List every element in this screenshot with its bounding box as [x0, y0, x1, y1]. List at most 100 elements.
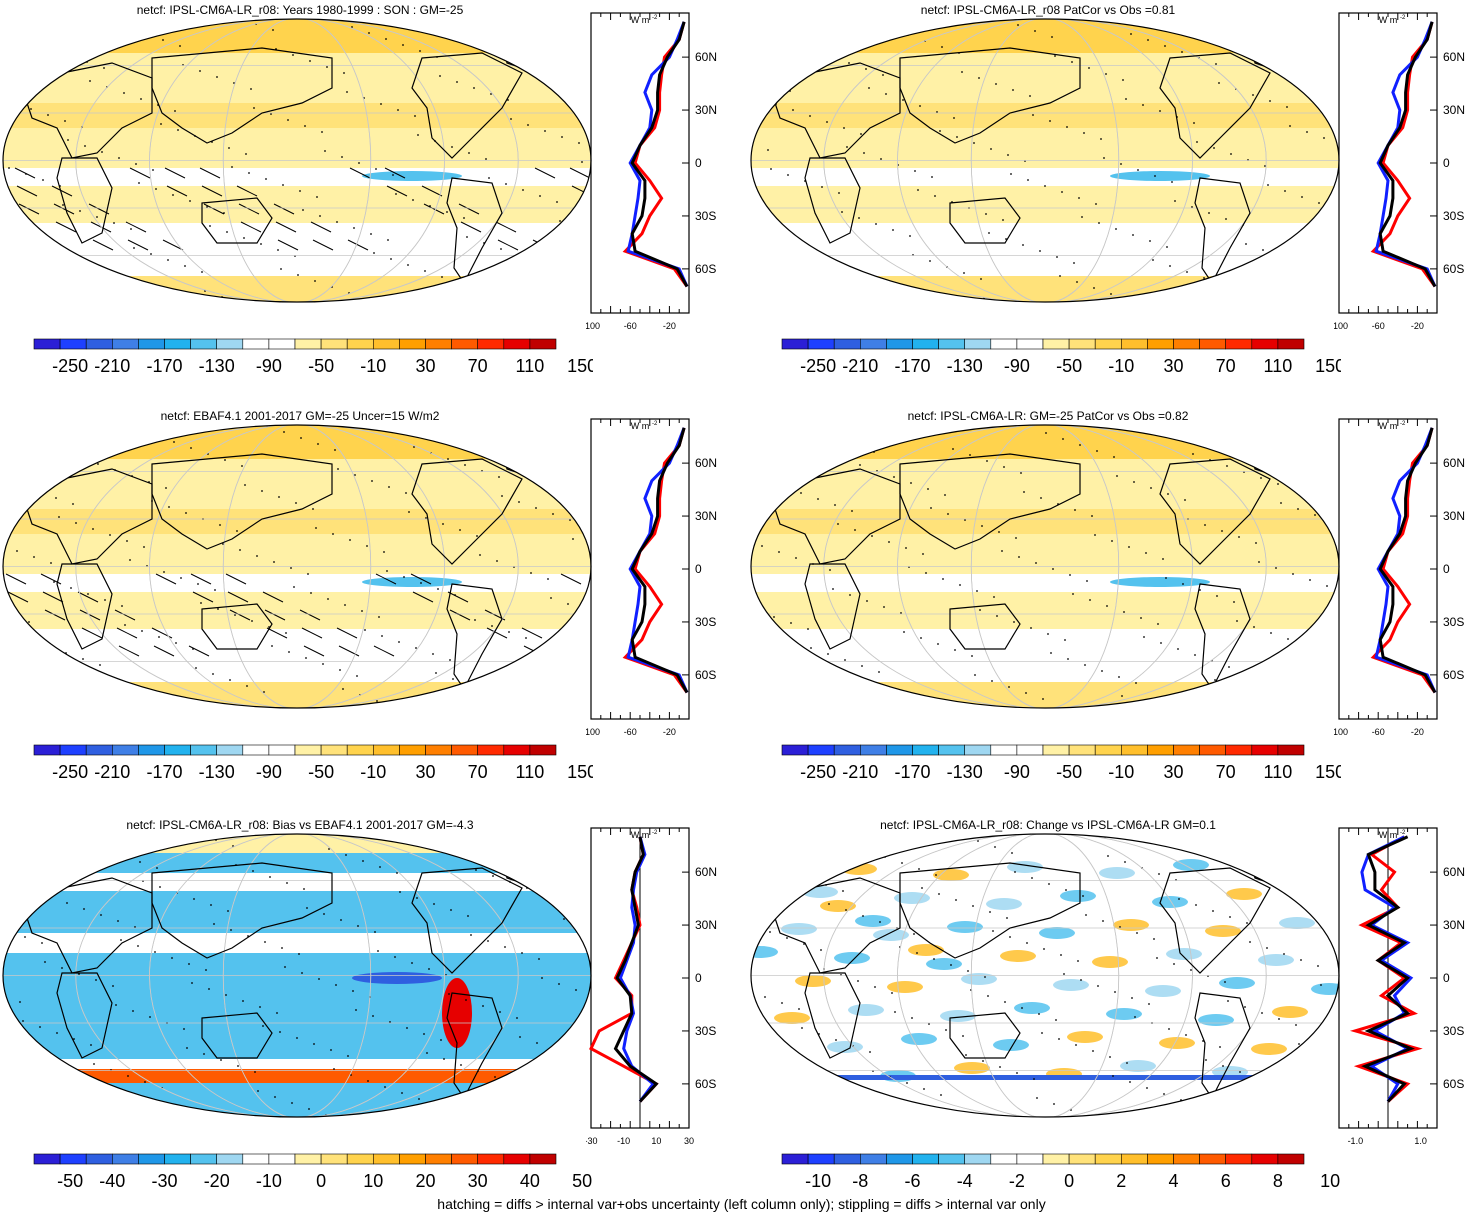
profile-xlabel: -20 — [663, 321, 676, 331]
map-stipple — [278, 496, 280, 498]
map-stipple — [501, 495, 503, 497]
map-stipple — [239, 549, 241, 551]
map-stipple — [923, 1088, 925, 1090]
map-stipple — [461, 301, 463, 302]
map-stipple — [537, 279, 539, 281]
map-hatch — [166, 185, 188, 197]
map-stipple — [496, 560, 498, 562]
map-stipple — [536, 1042, 538, 1044]
map-stipple — [1267, 184, 1269, 186]
map-stipple — [380, 103, 382, 105]
map-stipple — [1000, 19, 1002, 20]
colorbar-box — [399, 744, 426, 756]
map-stipple — [1283, 953, 1285, 955]
map-stipple — [450, 909, 452, 911]
map-stipple — [41, 942, 43, 944]
colorbar-box — [1120, 1153, 1148, 1165]
map-stipple — [500, 248, 502, 250]
map-stipple — [55, 497, 57, 499]
map-stipple — [184, 265, 186, 267]
colorbar-box — [138, 1153, 165, 1165]
map-blob — [894, 892, 930, 904]
map-blob — [751, 857, 785, 869]
map-blob — [1279, 917, 1315, 929]
map-band-southern — [3, 223, 591, 278]
map-stipple — [988, 232, 990, 234]
map-stipple — [1115, 228, 1117, 230]
map-hatch — [125, 221, 147, 233]
colorbar-box — [1094, 338, 1122, 350]
colorbar-box — [477, 338, 505, 350]
map-stipple — [1131, 997, 1133, 999]
map-stipple — [544, 130, 546, 132]
colorbar-box — [964, 1153, 992, 1165]
map-stipple — [270, 113, 272, 115]
map-stipple — [1270, 632, 1272, 634]
map-stipple — [828, 903, 830, 905]
map-stipple — [70, 587, 72, 589]
map-stipple — [1324, 669, 1326, 671]
map-blob — [1159, 1037, 1195, 1049]
map-hatch — [188, 645, 210, 657]
footer-note: hatching = diffs > internal var+obs unce… — [437, 1196, 1046, 1212]
colorbar-box — [529, 744, 557, 756]
map-stipple — [575, 989, 577, 991]
map-stipple — [1234, 851, 1236, 853]
map-stipple — [135, 163, 137, 165]
map-stipple — [1319, 449, 1321, 451]
map-stipple — [463, 217, 465, 219]
map-stipple — [530, 572, 532, 574]
map-stipple — [1309, 579, 1311, 581]
map-stipple — [1121, 695, 1123, 697]
map-stipple — [223, 212, 225, 214]
map-stipple — [928, 1023, 930, 1025]
map-stipple — [259, 1006, 261, 1008]
map-stipple — [57, 269, 59, 271]
map-stipple — [225, 994, 227, 996]
map-stipple — [909, 235, 911, 237]
map-hatch — [534, 167, 556, 179]
map-stipple — [306, 907, 308, 909]
map-coastline — [56, 972, 113, 1059]
colorbar-label: 50 — [572, 1171, 592, 1191]
map-stipple — [805, 427, 807, 429]
map-stipple — [304, 125, 306, 127]
map-stipple — [53, 581, 55, 583]
colorbar-box — [990, 1153, 1018, 1165]
map-hatch — [229, 609, 251, 621]
colorbar-box — [833, 744, 861, 756]
profile-ylabel: 0 — [695, 156, 702, 170]
profile-ylabel: 60S — [695, 262, 716, 276]
map-meridian — [149, 19, 445, 302]
map-stipple — [780, 467, 782, 469]
map-stipple — [1152, 259, 1154, 261]
map-stipple — [868, 87, 870, 89]
map-stipple — [290, 567, 292, 569]
map-stipple — [817, 498, 819, 500]
map-meridian — [222, 425, 372, 708]
map-stipple — [1149, 240, 1151, 242]
colorbar-box — [346, 744, 374, 756]
map-stipple — [309, 60, 311, 62]
map-coastline — [899, 862, 1081, 959]
colorbar-box — [320, 1153, 348, 1165]
map-stipple — [97, 463, 99, 465]
colorbar-box — [268, 338, 296, 350]
map-stipple — [1189, 434, 1191, 436]
map-stipple — [299, 190, 301, 192]
map-stipple — [1010, 173, 1012, 175]
map-stipple — [356, 675, 358, 677]
map-blob — [1272, 1006, 1308, 1018]
map-stipple — [1245, 243, 1247, 245]
zonal-profile: W m-2 60N 30N 0 30S 60S -100 -60 -20 — [1334, 12, 1465, 331]
colorbar: -250 -210 -170 -130 -90 -50 -10 30 70 110 150 — [781, 338, 1341, 376]
colorbar-box — [85, 1153, 113, 1165]
map-stipple — [992, 930, 994, 932]
colorbar-label: 70 — [468, 356, 488, 376]
map-stipple — [340, 919, 342, 921]
map-stipple — [1218, 82, 1220, 84]
map-stipple — [1296, 261, 1298, 263]
map-stipple — [244, 484, 246, 486]
map-stipple — [3, 232, 5, 234]
colorbar-box — [451, 338, 479, 350]
